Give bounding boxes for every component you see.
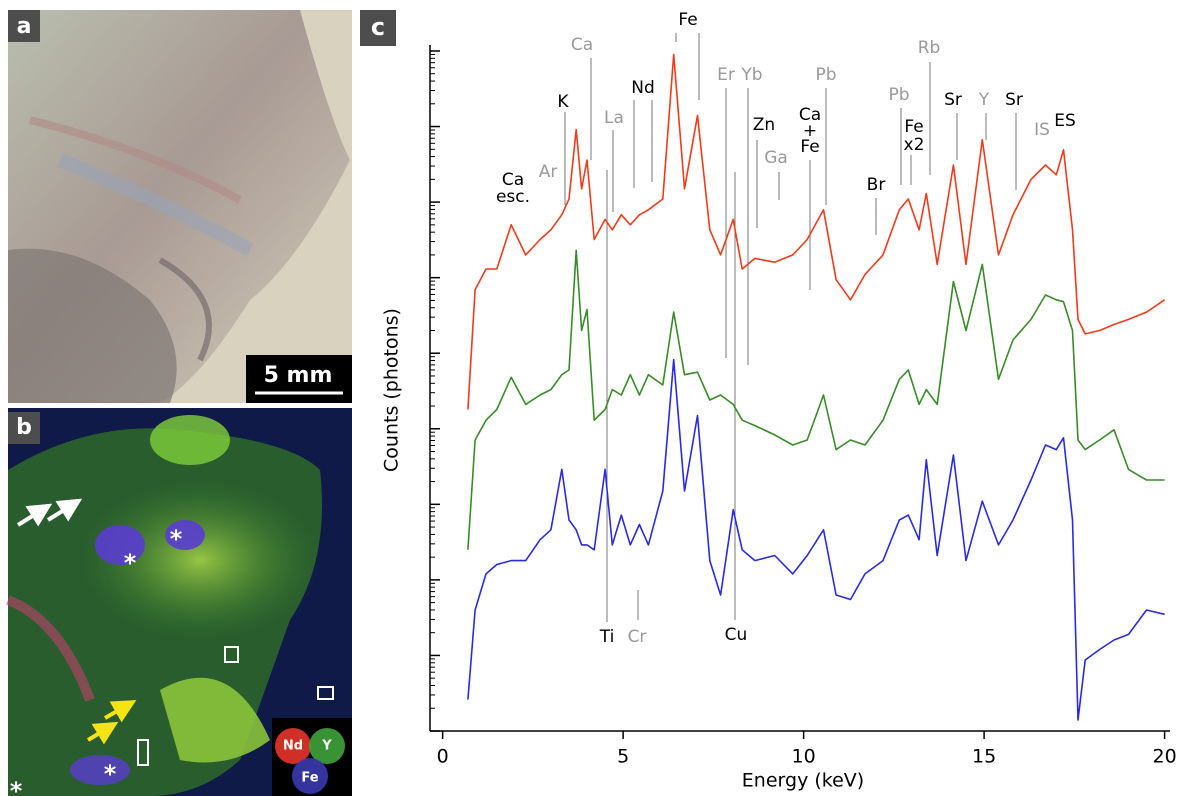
x-tick-label: 20 [1152, 746, 1176, 768]
x-tick-label: 5 [617, 746, 629, 768]
element-label: Rb [918, 38, 941, 58]
legend-nd: Nd [283, 739, 303, 754]
element-label: Cr [628, 627, 647, 647]
legend-fe: Fe [301, 771, 318, 786]
y-axis-label: Counts (photons) [381, 308, 403, 472]
element-label: Zn [753, 115, 775, 135]
element-label: Fe [678, 10, 697, 30]
asterisk: * [124, 549, 137, 577]
element-label: Nd [631, 78, 655, 98]
element-label: K [557, 92, 569, 112]
panel-label-box [8, 412, 40, 444]
element-label: + [803, 121, 817, 141]
x-tick-label: 10 [792, 746, 816, 768]
element-label: Er [717, 65, 735, 85]
panel-a-photo [8, 10, 352, 403]
spectrum-line [467, 358, 1165, 721]
element-label: Ga [764, 148, 788, 168]
element-label: Ar [539, 162, 558, 182]
panel-b-map [6, 408, 352, 796]
element-label: Pb [815, 65, 836, 85]
element-label: Sr [1005, 90, 1023, 110]
element-label: Fe [800, 137, 819, 157]
panel-label: c [371, 13, 385, 41]
scale-bar-label: 5 mm [264, 363, 333, 388]
panel-label: a [17, 14, 32, 39]
element-label: La [604, 108, 624, 128]
element-label: ES [1054, 111, 1076, 131]
legend-y: Y [321, 739, 332, 754]
asterisk: * [10, 777, 23, 796]
spectrum-line [467, 53, 1166, 410]
panel-label: b [16, 415, 32, 440]
element-label: Ti [599, 627, 615, 647]
x-axis-label: Energy (keV) [742, 770, 864, 792]
spectrum-line [467, 249, 1165, 550]
element-label: Yb [740, 65, 762, 85]
element-label: Cu [725, 625, 748, 645]
element-label: Ca [502, 170, 524, 190]
asterisk: * [170, 525, 183, 553]
element-label: Ca [571, 35, 593, 55]
element-label: esc. [496, 187, 530, 207]
panel-label-box [360, 10, 396, 46]
element-label: IS [1034, 120, 1050, 140]
asterisk: * [104, 760, 117, 788]
x-tick-label: 15 [972, 746, 996, 768]
element-label: Br [867, 175, 886, 195]
element-label: Ca [799, 105, 821, 125]
element-label: Y [978, 90, 990, 110]
element-label: Sr [944, 90, 962, 110]
element-label: Fe [904, 117, 923, 137]
x-tick-label: 0 [437, 746, 449, 768]
panel-label-box [8, 10, 40, 42]
element-label: Pb [888, 85, 909, 105]
element-label: x2 [904, 135, 925, 155]
